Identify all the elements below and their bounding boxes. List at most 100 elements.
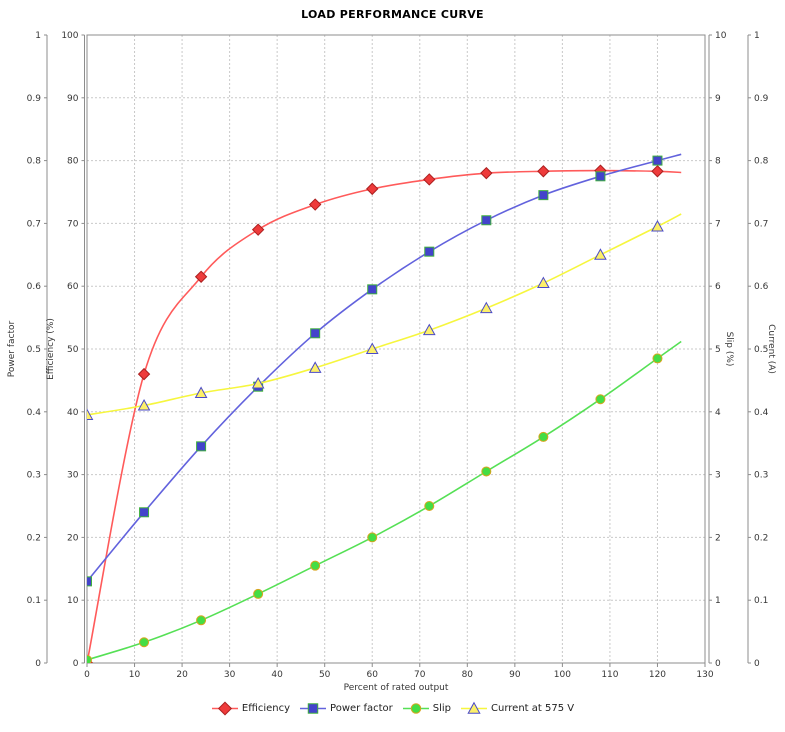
- plot-area: 0 0.1 0.2 0.3 0.4 0.5 0.6 0.7 0.8 0.9 1 Power facto…: [7, 31, 776, 693]
- tick-label: 30: [224, 670, 236, 680]
- data-point-efficiency: [480, 166, 493, 180]
- tick-label: 0: [73, 659, 79, 669]
- data-point-efficiency: [537, 165, 550, 178]
- data-point-efficiency: [423, 173, 436, 186]
- data-point-slip: [424, 501, 435, 511]
- data-point-current-at-575-v: [251, 377, 265, 389]
- data-point-efficiency: [137, 367, 151, 381]
- series-power-factor: [87, 153, 682, 587]
- data-point-slip: [652, 353, 663, 364]
- tick-label: 1: [754, 31, 760, 41]
- tick-label: 1: [35, 31, 41, 41]
- tick-label: 0.4: [27, 408, 42, 418]
- y-axis-power_factor: 0 0.1 0.2 0.3 0.4 0.5 0.6 0.7 0.8 0.9 1 Power facto…: [7, 31, 48, 669]
- tick-label: 0.2: [754, 533, 768, 543]
- y-axis-slip: 0 1 2 3 4 5 6 7 8 9 10 Slip (%): [708, 31, 734, 669]
- tick-label: 0.8: [754, 157, 769, 167]
- tick-label: 8: [715, 157, 721, 167]
- legend: Efficiency Power factor Slip Current at 575…: [0, 701, 785, 716]
- series-line-slip: [87, 340, 682, 661]
- data-point-slip: [367, 532, 378, 543]
- data-point-current-at-575-v: [137, 398, 151, 411]
- tick-label: 0.9: [754, 94, 769, 104]
- tick-label: 0: [35, 659, 41, 669]
- x-axis: 0 10 20 30 40 50 60 70 80 90 100 110 120 130 Percent o…: [84, 663, 714, 693]
- data-point-current-at-575-v: [194, 386, 208, 398]
- tick-label: 0: [84, 670, 90, 680]
- data-point-power-factor: [310, 328, 321, 339]
- data-point-efficiency: [194, 270, 208, 283]
- data-point-power-factor: [481, 215, 492, 226]
- tick-label: 2: [715, 533, 721, 543]
- series-current-at-575-v: [87, 213, 682, 420]
- data-point-slip: [481, 466, 492, 477]
- tick-label: 0: [754, 659, 760, 669]
- tick-label: 0.4: [754, 408, 769, 418]
- data-point-slip: [538, 431, 549, 442]
- y-axis-efficiency: 0 10 20 30 40 50 60 70 80 90 100 Efficiency (%): [46, 31, 85, 669]
- legend-label: Power factor: [330, 703, 393, 714]
- tick-label: 100: [61, 31, 78, 41]
- y-axis-title-power_factor: Power factor: [7, 320, 17, 377]
- tick-label: 0.1: [27, 596, 41, 606]
- series-efficiency: [87, 164, 682, 663]
- data-point-slip: [310, 560, 321, 571]
- x-axis-title: Percent of rated output: [344, 683, 449, 693]
- data-point-power-factor: [424, 246, 435, 257]
- series-slip: [87, 340, 682, 663]
- series-line-power-factor: [87, 153, 682, 582]
- data-point-efficiency: [308, 198, 322, 211]
- data-point-power-factor: [538, 190, 549, 201]
- tick-label: 0.6: [754, 282, 769, 292]
- data-point-current-at-575-v: [537, 276, 550, 289]
- data-point-power-factor: [652, 155, 663, 166]
- data-point-power-factor: [196, 441, 207, 452]
- y-axis-title-current: Current (A): [766, 324, 776, 374]
- tick-label: 30: [67, 471, 79, 481]
- data-point-current-at-575-v: [308, 361, 322, 373]
- tick-label: 0.3: [754, 471, 768, 481]
- series-line-current-at-575-v: [87, 213, 682, 416]
- data-point-slip: [253, 588, 264, 599]
- data-point-power-factor: [139, 507, 150, 518]
- data-point-current-at-575-v: [651, 220, 664, 232]
- tick-label: 110: [601, 670, 618, 680]
- data-point-slip: [87, 654, 92, 663]
- legend-item-current-at-575-v: Current at 575 V: [460, 701, 574, 716]
- legend-marker-circle-icon: [402, 703, 429, 714]
- tick-label: 80: [462, 670, 474, 680]
- legend-marker-diamond-icon: [211, 701, 238, 716]
- tick-label: 0.6: [27, 282, 42, 292]
- y-axis-title-slip: Slip (%): [724, 332, 734, 367]
- data-point-efficiency: [651, 165, 664, 178]
- tick-label: 0.5: [27, 345, 41, 355]
- data-point-current-at-575-v: [479, 301, 493, 314]
- tick-label: 3: [715, 471, 721, 481]
- legend-label: Current at 575 V: [491, 703, 575, 714]
- tick-label: 0.8: [27, 157, 42, 167]
- data-point-slip: [139, 637, 150, 648]
- tick-label: 0.9: [27, 94, 42, 104]
- tick-label: 70: [67, 219, 79, 229]
- tick-label: 0.1: [754, 596, 768, 606]
- tick-label: 10: [129, 670, 141, 680]
- plot-frame: [86, 34, 706, 664]
- tick-label: 60: [367, 670, 379, 680]
- tick-label: 100: [554, 670, 571, 680]
- data-point-slip: [196, 615, 207, 626]
- tick-label: 50: [67, 345, 79, 355]
- tick-label: 9: [715, 94, 721, 104]
- tick-label: 40: [271, 670, 283, 680]
- tick-label: 120: [649, 670, 666, 680]
- tick-label: 20: [176, 670, 188, 680]
- chart-title: LOAD PERFORMANCE CURVE: [301, 8, 484, 21]
- tick-label: 0.3: [27, 471, 41, 481]
- data-point-power-factor: [87, 576, 92, 587]
- y-axis-title-efficiency: Efficiency (%): [46, 318, 56, 380]
- tick-label: 6: [715, 282, 721, 292]
- tick-label: 10: [67, 596, 79, 606]
- tick-label: 60: [67, 282, 79, 292]
- y-axis-current: 0 0.1 0.2 0.3 0.4 0.5 0.6 0.7 0.8 0.9 1 Current (A): [747, 31, 776, 669]
- tick-label: 0.7: [27, 219, 41, 229]
